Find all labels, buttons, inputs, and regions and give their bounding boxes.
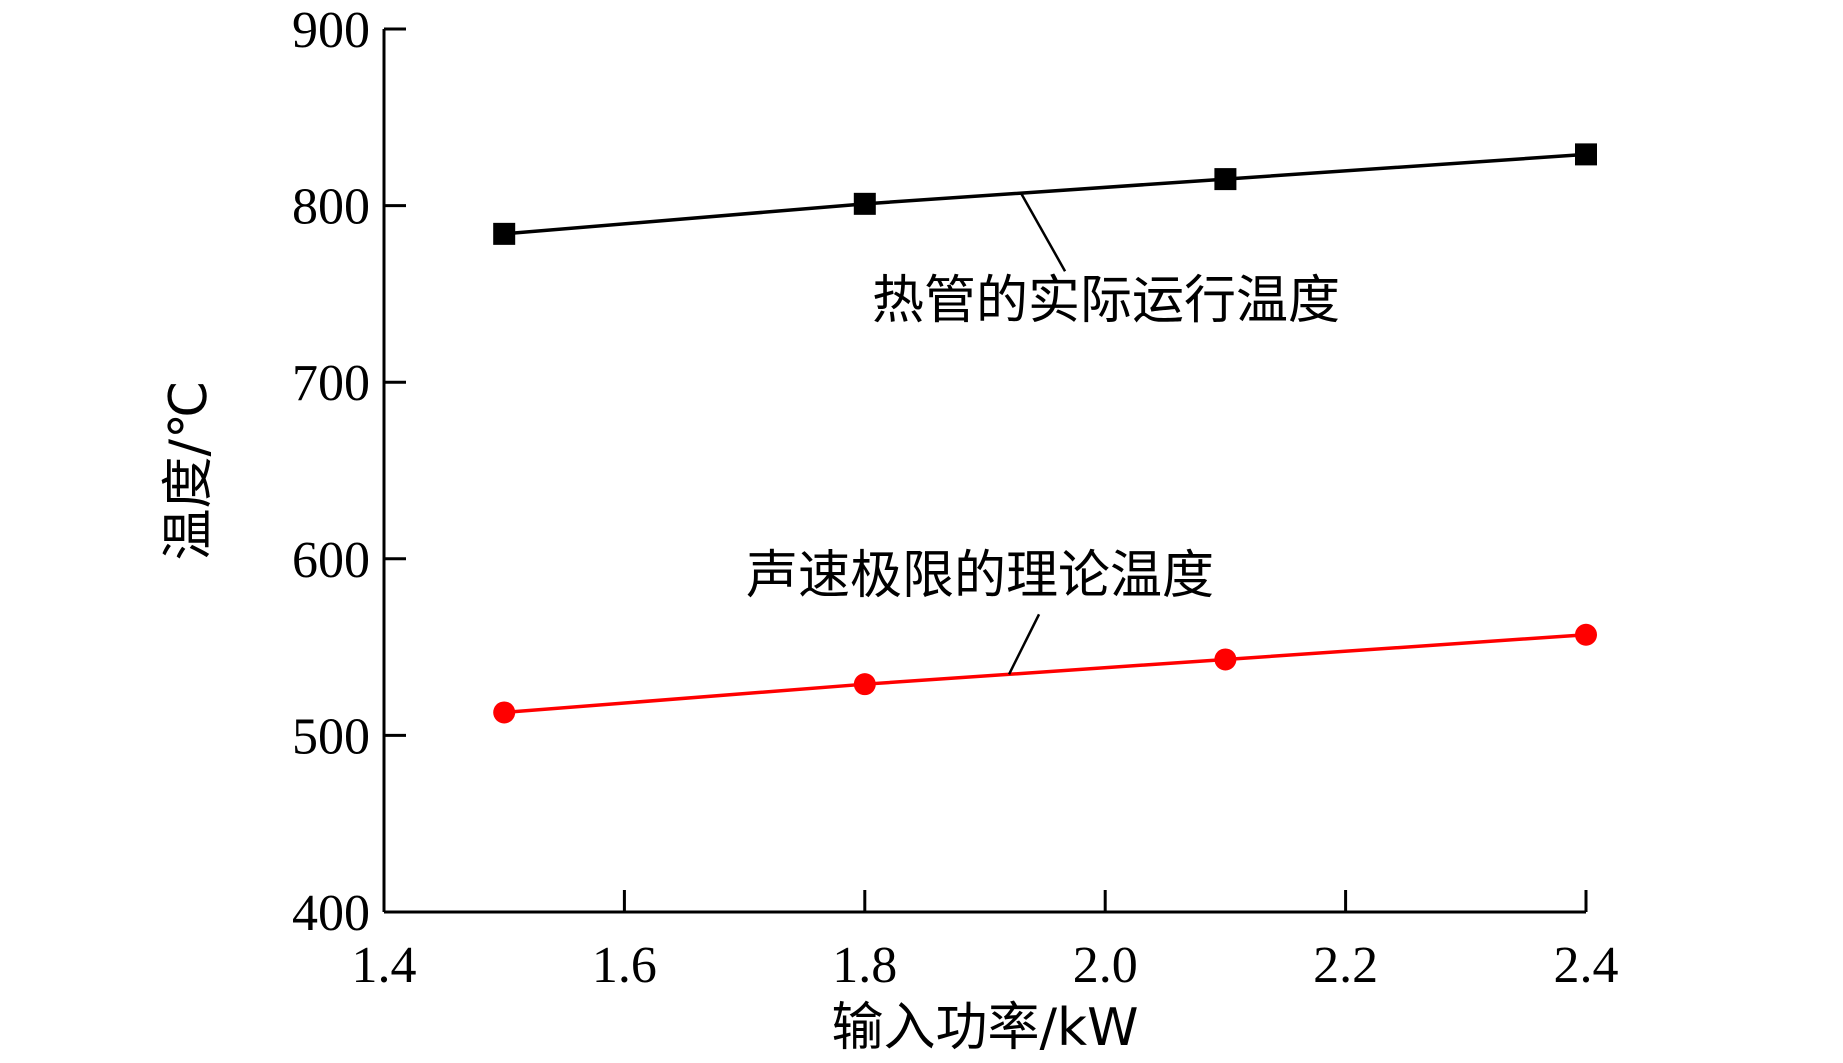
y-tick-label: 600: [292, 532, 370, 589]
x-tick-label: 2.0: [1073, 937, 1138, 994]
series-1: [493, 623, 1597, 724]
y-ticks: 400 500 600 700 800 900: [292, 2, 406, 942]
data-point: [493, 222, 516, 245]
data-point: [853, 673, 876, 696]
data-point: [493, 701, 516, 724]
data-point: [1214, 168, 1237, 191]
series-layer: [493, 143, 1597, 724]
y-tick-label: 500: [292, 708, 370, 765]
series-line: [504, 632, 1587, 715]
y-tick-label: 800: [292, 179, 370, 236]
x-tick-label: 1.8: [832, 937, 897, 994]
x-tick-label: 1.4: [352, 937, 417, 994]
data-point: [853, 192, 876, 215]
x-axis-title: 输入功率/kW: [831, 998, 1138, 1058]
data-point: [1214, 648, 1237, 671]
x-tick-label: 2.2: [1313, 937, 1378, 994]
data-point: [1575, 143, 1597, 166]
x-ticks: 1.4 1.6 1.8 2.0 2.2 2.4: [352, 890, 1619, 994]
annotation-actual-temperature: 热管的实际运行温度: [872, 271, 1340, 331]
x-tick-label: 1.6: [592, 937, 657, 994]
x-tick-label: 2.4: [1554, 937, 1619, 994]
y-tick-label: 900: [292, 2, 370, 59]
annotation-leader-line-theoretical: [1007, 613, 1041, 675]
annotations: 热管的实际运行温度 声速极限的理论温度: [746, 192, 1340, 675]
y-tick-label: 400: [292, 885, 370, 942]
series-line: [504, 152, 1587, 236]
series-0: [493, 143, 1597, 245]
y-axis-title: 温度/℃: [159, 381, 219, 561]
y-tick-label: 700: [292, 355, 370, 412]
annotation-theoretical-temperature: 声速极限的理论温度: [746, 546, 1214, 606]
data-point: [1575, 623, 1597, 646]
axes: [382, 29, 1586, 914]
annotation-leader-line-actual: [1019, 192, 1067, 272]
